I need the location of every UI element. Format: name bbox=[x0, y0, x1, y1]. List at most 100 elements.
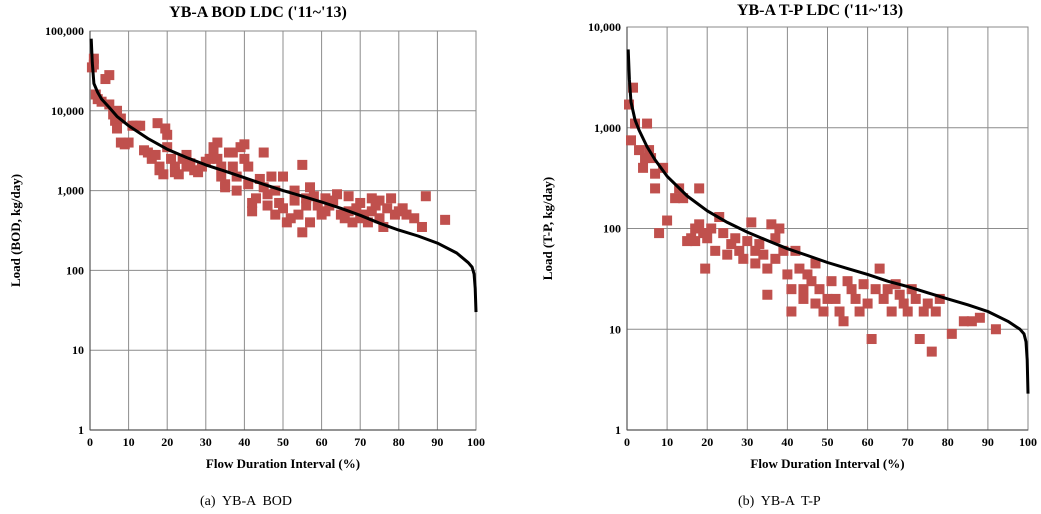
data-point bbox=[382, 203, 393, 214]
data-point bbox=[710, 245, 721, 256]
data-point bbox=[778, 245, 789, 256]
data-point bbox=[401, 209, 412, 220]
data-point bbox=[270, 185, 281, 196]
data-point bbox=[181, 149, 192, 160]
data-point bbox=[700, 263, 711, 274]
data-point bbox=[846, 284, 857, 295]
data-point bbox=[854, 306, 865, 317]
data-point bbox=[270, 209, 281, 220]
x-tick-label: 50 bbox=[277, 435, 289, 449]
data-point bbox=[274, 197, 285, 208]
data-point bbox=[830, 293, 841, 304]
x-tick-label: 100 bbox=[467, 435, 485, 449]
data-point bbox=[347, 217, 358, 228]
data-point bbox=[258, 147, 269, 158]
data-point bbox=[173, 169, 184, 180]
data-point bbox=[320, 206, 331, 217]
data-point bbox=[266, 171, 277, 182]
data-point bbox=[882, 284, 893, 295]
x-tick-label: 70 bbox=[902, 435, 914, 449]
data-point bbox=[247, 206, 258, 217]
x-tick-label: 60 bbox=[316, 435, 328, 449]
data-point bbox=[762, 263, 773, 274]
data-point bbox=[702, 233, 713, 244]
data-point bbox=[374, 213, 385, 224]
data-point bbox=[738, 253, 749, 264]
data-point bbox=[339, 213, 350, 224]
x-tick-label: 40 bbox=[781, 435, 793, 449]
data-point bbox=[754, 239, 765, 250]
x-tick-label: 80 bbox=[393, 435, 405, 449]
data-point bbox=[216, 161, 227, 172]
data-point bbox=[914, 334, 925, 345]
data-point bbox=[690, 236, 701, 247]
data-point bbox=[227, 147, 238, 158]
data-point bbox=[96, 96, 107, 107]
data-point bbox=[650, 168, 661, 179]
data-point bbox=[922, 298, 933, 309]
data-point bbox=[774, 223, 785, 234]
data-point bbox=[634, 145, 645, 156]
data-point bbox=[806, 276, 817, 287]
data-point bbox=[934, 293, 945, 304]
data-point bbox=[289, 185, 300, 196]
data-point bbox=[204, 153, 215, 164]
data-point bbox=[110, 115, 121, 126]
data-point bbox=[850, 293, 861, 304]
data-point bbox=[104, 70, 115, 81]
data-point bbox=[698, 228, 709, 239]
chart-panel-tp: 0 10 20 30 40 50 60 70 80 90 100 1 10 100 1,000 10,000 Y… bbox=[520, 0, 1041, 514]
data-point bbox=[374, 195, 385, 206]
data-point bbox=[378, 221, 389, 232]
data-point bbox=[786, 284, 797, 295]
data-point bbox=[862, 298, 873, 309]
data-point bbox=[654, 228, 665, 239]
data-point bbox=[158, 169, 169, 180]
x-tick-label: 90 bbox=[431, 435, 443, 449]
bod-ldc-chart: 0 10 20 30 40 50 60 70 80 90 1001101001,00010,0001… bbox=[8, 4, 485, 471]
data-point bbox=[770, 233, 781, 244]
data-point bbox=[694, 183, 705, 194]
data-point bbox=[112, 123, 123, 134]
data-point bbox=[734, 245, 745, 256]
data-point bbox=[798, 284, 809, 295]
data-point bbox=[297, 227, 308, 238]
data-point bbox=[694, 219, 705, 230]
tp-ldc-chart: 0 10 20 30 40 50 60 70 80 90 1001101001,00010,000Y… bbox=[540, 2, 1037, 471]
x-tick-label: 30 bbox=[741, 435, 753, 449]
x-axis-label: Flow Duration Interval (%) bbox=[206, 456, 360, 471]
data-point bbox=[624, 99, 635, 110]
data-point bbox=[440, 214, 451, 225]
data-point bbox=[359, 209, 370, 220]
data-point bbox=[305, 217, 316, 228]
y-axis-label: Load (T-P, kg/day) bbox=[540, 177, 555, 280]
data-point bbox=[305, 182, 316, 193]
data-point bbox=[670, 193, 681, 204]
data-point bbox=[216, 171, 227, 182]
data-point bbox=[243, 161, 254, 172]
data-point bbox=[227, 161, 238, 172]
data-point bbox=[152, 118, 163, 129]
data-point bbox=[930, 306, 941, 317]
data-point bbox=[658, 162, 669, 173]
data-point bbox=[212, 153, 223, 164]
data-point bbox=[123, 137, 134, 148]
data-point bbox=[416, 221, 427, 232]
data-point bbox=[239, 153, 250, 164]
data-point bbox=[718, 228, 729, 239]
data-point bbox=[166, 153, 177, 164]
chart-title: YB-A BOD LDC ('11~'13) bbox=[169, 4, 347, 21]
y-tick-label: 1 bbox=[615, 423, 621, 437]
data-point bbox=[746, 217, 757, 228]
chart-panel-bod: 0 10 20 30 40 50 60 70 80 90 100 1 10 100 1,000 10,000 1… bbox=[0, 0, 520, 514]
data-point bbox=[858, 279, 869, 290]
data-point bbox=[814, 284, 825, 295]
data-point bbox=[220, 182, 231, 193]
data-point bbox=[866, 334, 877, 345]
data-point bbox=[750, 245, 761, 256]
data-point bbox=[320, 193, 331, 204]
data-point bbox=[958, 316, 969, 327]
data-point bbox=[185, 158, 196, 169]
x-tick-label: 30 bbox=[200, 435, 212, 449]
data-point bbox=[626, 135, 637, 146]
